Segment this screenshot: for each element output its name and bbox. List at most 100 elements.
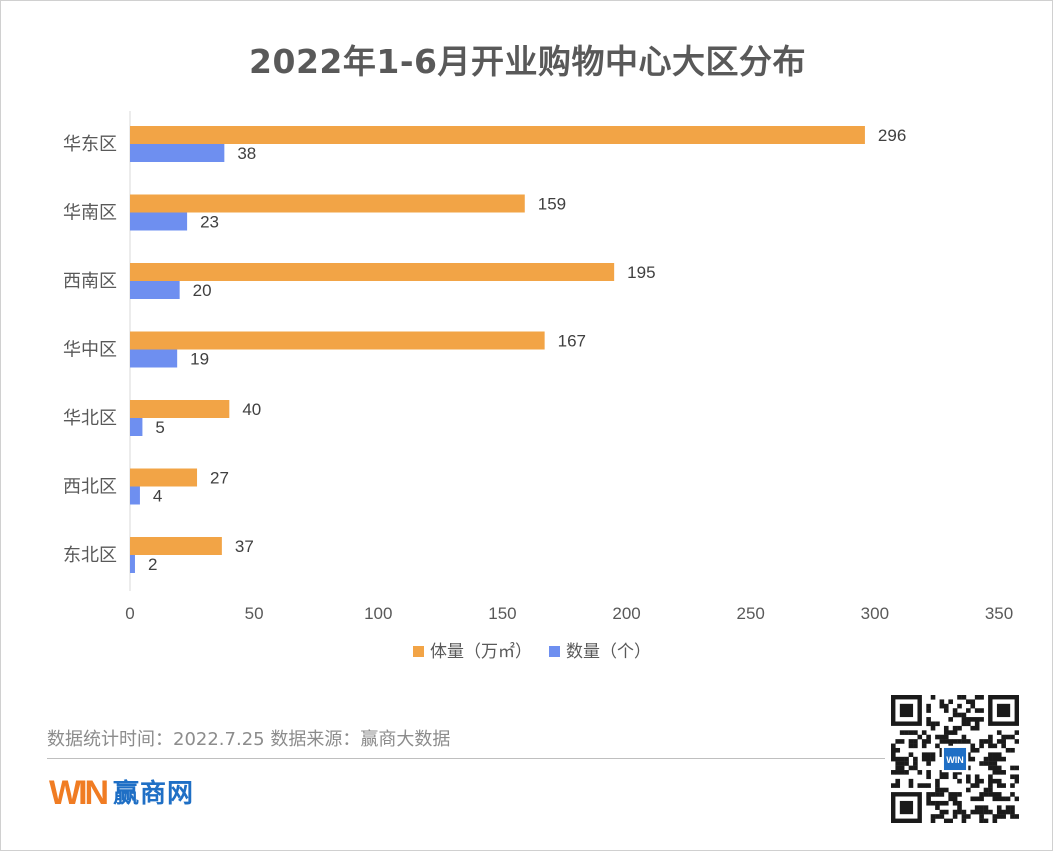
qr-module [992,778,998,784]
qr-module [939,703,945,709]
qr-module [895,756,901,762]
qr-module [996,805,1002,810]
bar-area [130,468,198,487]
qr-module [948,699,953,705]
qr-module [979,814,984,819]
legend-entry: 体量（万㎡） [430,642,532,661]
qr-module [913,756,918,762]
qr-module [996,752,1002,757]
qr-module [926,717,931,722]
qr-module [948,730,953,735]
qr-module [974,747,980,753]
qr-module [926,770,931,775]
qr-module [939,774,945,780]
win-logo-icon: WIN [49,774,109,811]
qr-module [939,734,945,740]
qr-module [921,739,927,744]
qr-module [961,695,967,700]
qr-module [957,770,962,775]
qr-module [935,743,940,749]
qr-module [943,818,949,823]
qr-module [930,800,936,806]
qr-module [966,699,971,705]
qr-module [970,756,976,762]
x-tick-label: 150 [488,604,516,623]
qr-module [970,725,976,731]
qr-module [935,792,940,797]
qr-module [943,739,949,744]
qr-module [930,752,936,757]
data-label: 40 [242,400,261,419]
qr-module [970,809,976,815]
qr-module [988,809,993,815]
category-label: 华北区 [63,408,117,428]
qr-module [996,778,1002,784]
bar-area [130,194,525,213]
qr-module [891,743,896,749]
qr-code-icon[interactable]: WIN [891,695,1019,823]
qr-module [974,721,980,727]
qr-module [1010,747,1015,753]
qr-module [961,717,967,722]
qr-module [992,796,998,802]
qr-module [957,725,962,731]
qr-module [957,695,962,700]
qr-module [970,747,976,753]
qr-module [957,809,962,815]
qr-module [957,778,962,784]
qr-module [943,725,949,731]
qr-module [1010,792,1015,797]
qr-module [988,774,993,780]
qr-module [943,774,949,780]
qr-module [974,809,980,815]
data-label: 195 [627,263,655,282]
x-tick-label: 350 [985,604,1013,623]
qr-module [1001,756,1006,762]
qr-module [891,752,896,757]
bar-area [130,331,545,350]
qr-module [961,712,967,718]
legend-swatch [549,646,560,657]
qr-module [1005,747,1011,753]
qr-module [926,792,931,797]
qr-module [930,818,936,823]
qr-module [1014,730,1019,735]
qr-module [1001,734,1006,740]
qr-module [1014,814,1019,819]
qr-module [974,783,980,788]
qr-module [921,756,927,762]
qr-module [979,796,984,802]
qr-module [983,756,989,762]
qr-module [983,739,989,744]
qr-module [974,778,980,784]
qr-module [899,756,905,762]
qr-module [952,792,958,797]
qr-module [926,800,931,806]
qr-module [1001,739,1006,744]
qr-module [926,703,931,709]
qr-module [1001,796,1006,802]
qr-module [1014,774,1019,780]
bar-count [130,486,140,505]
qr-module [930,756,936,762]
qr-module [1001,809,1006,815]
qr-badge-text: WIN [946,755,964,765]
qr-module [979,778,984,784]
qr-module [943,770,949,775]
qr-module [935,734,940,740]
qr-module [891,783,896,788]
qr-module [974,774,980,780]
qr-module [926,721,931,727]
category-label: 西南区 [63,271,117,291]
qr-module [988,743,993,749]
qr-module [1010,765,1015,771]
qr-module [988,734,993,740]
brand-name: 赢商网 [113,778,195,809]
qr-module [935,787,940,793]
qr-module [926,796,931,802]
qr-module [992,761,998,766]
qr-module [966,774,971,780]
qr-module [966,756,971,762]
